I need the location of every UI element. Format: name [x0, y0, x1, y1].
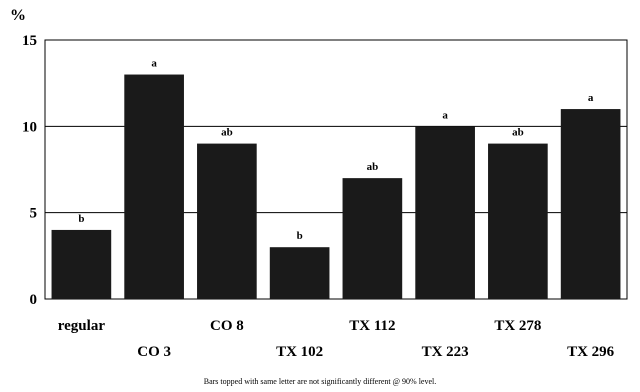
significance-labels: b a ab b ab a ab a	[78, 58, 594, 243]
bar-regular	[51, 229, 112, 299]
x-tick-label: CO 3	[137, 344, 171, 360]
x-tick-label: regular	[58, 318, 106, 334]
y-tick-label: 10	[22, 119, 37, 135]
footnote: Bars topped with same letter are not sig…	[204, 377, 436, 386]
y-tick-label: 5	[30, 206, 38, 222]
x-tick-label: TX 278	[494, 318, 541, 334]
y-tick-label: 15	[22, 33, 37, 49]
significance-letter: b	[297, 230, 303, 242]
bar-tx-296	[560, 109, 621, 299]
y-tick-label: 0	[30, 292, 38, 308]
significance-letter: ab	[367, 161, 379, 173]
x-tick-label: TX 296	[567, 344, 615, 360]
significance-letter: a	[588, 92, 594, 104]
bars	[51, 74, 621, 300]
plot-frame	[44, 39, 628, 300]
significance-letter: a	[151, 58, 157, 70]
x-tick-label: TX 112	[349, 318, 395, 334]
significance-letter: b	[78, 213, 84, 225]
significance-letter: ab	[512, 127, 524, 139]
bar-tx-102	[269, 247, 330, 299]
bar-co-8	[197, 143, 257, 299]
bar-co-3	[124, 74, 184, 300]
significance-letter: a	[442, 109, 448, 121]
significance-letter: ab	[221, 127, 233, 139]
bar-tx-278	[488, 143, 548, 299]
x-tick-label: TX 102	[276, 344, 323, 360]
x-tick-label: TX 223	[422, 344, 469, 360]
y-axis-unit-label: %	[10, 7, 26, 24]
x-tick-label: CO 8	[210, 318, 244, 334]
bar-tx-223	[415, 126, 475, 299]
bar-tx-112	[342, 178, 403, 299]
x-axis-ticks: regular CO 3 CO 8 TX 102 TX 112 TX 223 TX 278 T…	[58, 318, 615, 360]
y-axis-ticks: 0 5 10 15	[22, 33, 37, 308]
